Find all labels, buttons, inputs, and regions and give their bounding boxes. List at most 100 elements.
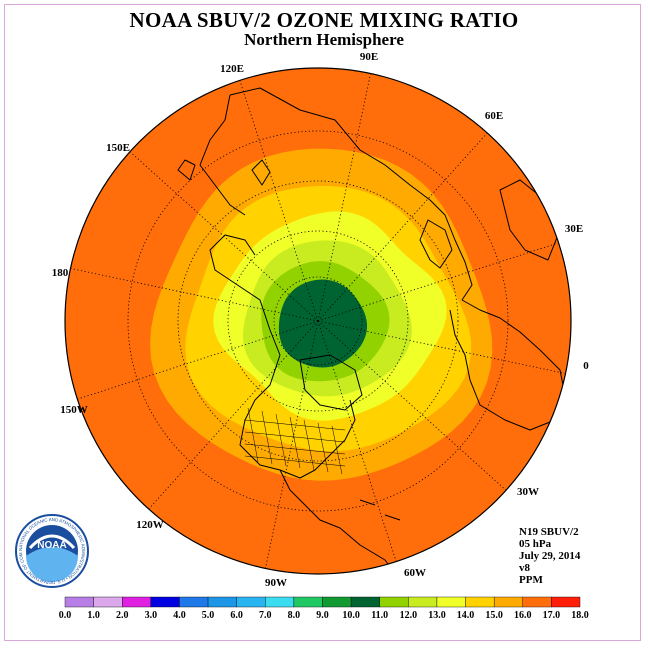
meridian-180 <box>70 268 319 322</box>
state-line-v6 <box>331 425 343 475</box>
colorbar-swatch-4 <box>179 596 209 608</box>
colorbar-tick-8: 8.0 <box>288 610 301 621</box>
state-line-h3 <box>244 455 346 467</box>
colorbar-tick-2: 2.0 <box>116 610 129 621</box>
colorbar: 0.0 1.0 2.0 3.0 4.0 5.0 6.0 7.0 8.0 9.0 10.0 11.0 12… <box>59 596 589 621</box>
info-block: N19 SBUV/2 05 hPa July 29, 2014 v8 PPM <box>519 526 580 586</box>
latitude-circle-2 <box>227 230 409 412</box>
coastline-8 <box>339 527 401 574</box>
coastline-6 <box>229 279 356 479</box>
colorbar-swatch-2 <box>122 596 152 608</box>
colorbar-tick-3: 3.0 <box>145 610 158 621</box>
logo-gull <box>28 534 76 550</box>
meridian-30W <box>317 320 507 491</box>
lon-label-0: 0 <box>583 360 589 372</box>
instrument-label: N19 SBUV/2 <box>519 526 579 538</box>
lon-label-90E: 90E <box>360 51 378 63</box>
state-line-v0 <box>247 407 259 463</box>
meridian-120E <box>239 80 319 322</box>
map-subtitle: Northern Hemisphere <box>244 30 404 49</box>
latitude-circle-4 <box>127 130 509 512</box>
lon-label-60E: 60E <box>485 110 503 122</box>
colorbar-tick-0: 0.0 <box>59 610 72 621</box>
map-rim <box>64 67 572 575</box>
colorbar-swatch-17 <box>551 596 581 608</box>
meridian-60W <box>317 320 397 562</box>
meridian-30E <box>317 242 559 322</box>
lon-label-90W: 90W <box>265 577 287 589</box>
colorbar-tick-18: 18.0 <box>571 610 589 621</box>
state-line-v3 <box>289 416 301 469</box>
coastline-5 <box>299 354 363 411</box>
colorbar-tick-9: 9.0 <box>316 610 329 621</box>
meridian-90E <box>317 73 371 322</box>
state-line-v1 <box>261 410 273 465</box>
lon-label-180: 180 <box>52 267 69 279</box>
colorbar-tick-7: 7.0 <box>259 610 272 621</box>
lon-label-30E: 30E <box>565 223 583 235</box>
latitude-circle-1 <box>273 276 363 366</box>
coastline-11 <box>177 159 196 181</box>
meridian-120W <box>148 320 319 510</box>
state-line-h2 <box>244 443 346 455</box>
colorbar-swatch-13 <box>436 596 466 608</box>
coastline-4 <box>499 179 561 261</box>
colorbar-tick-10: 10.0 <box>342 610 360 621</box>
latitude-circle-3 <box>177 180 459 462</box>
state-line-v4 <box>303 419 315 471</box>
meridian-0 <box>317 320 566 374</box>
lon-label-30W: 30W <box>517 486 539 498</box>
lon-label-120E: 120E <box>220 63 244 75</box>
meridian-150W <box>77 320 319 400</box>
colorbar-tick-14: 14.0 <box>457 610 475 621</box>
colorbar-swatch-8 <box>293 596 323 608</box>
map-title: NOAA SBUV/2 OZONE MIXING RATIO <box>129 8 519 32</box>
colorbar-swatch-5 <box>207 596 237 608</box>
us-state-lines <box>244 407 346 475</box>
coastline-10 <box>199 94 246 216</box>
colorbar-swatch-16 <box>522 596 552 608</box>
lon-label-120W: 120W <box>136 519 164 531</box>
logo-wave <box>26 547 78 582</box>
colorbar-tick-17: 17.0 <box>543 610 561 621</box>
colorbar-tick-6: 6.0 <box>230 610 243 621</box>
colorbar-swatch-6 <box>236 596 266 608</box>
date-label: July 29, 2014 <box>519 550 581 562</box>
colorbar-swatch-3 <box>150 596 180 608</box>
colorbar-swatch-12 <box>408 596 438 608</box>
colorbar-swatch-7 <box>265 596 295 608</box>
colorbar-swatch-1 <box>93 596 123 608</box>
colorbar-tick-15: 15.0 <box>485 610 503 621</box>
colorbar-swatch-9 <box>322 596 352 608</box>
contour-bands <box>65 68 571 574</box>
colorbar-swatch-14 <box>465 596 495 608</box>
lon-label-150E: 150E <box>106 142 130 154</box>
colorbar-tick-12: 12.0 <box>400 610 418 621</box>
state-line-h0 <box>244 419 346 431</box>
coastline-7 <box>279 469 401 529</box>
version-label: v8 <box>519 562 530 574</box>
colorbar-swatch-11 <box>379 596 409 608</box>
colorbar-tick-16: 16.0 <box>514 610 532 621</box>
coastline-1 <box>229 87 473 301</box>
colorbar-swatch-0 <box>64 596 94 608</box>
colorbar-tick-4: 4.0 <box>173 610 186 621</box>
coastline-3 <box>419 219 453 269</box>
lon-label-60W: 60W <box>404 567 426 579</box>
meridian-60E <box>317 132 488 322</box>
colorbar-tick-13: 13.0 <box>428 610 446 621</box>
colorbar-swatch-15 <box>493 596 523 608</box>
coastline-12 <box>251 159 271 186</box>
figure-frame <box>4 4 641 641</box>
colorbar-swatch-10 <box>350 596 380 608</box>
colorbar-tick-5: 5.0 <box>202 610 215 621</box>
colorbar-tick-1: 1.0 <box>87 610 100 621</box>
state-line-v2 <box>275 413 287 467</box>
lon-label-150W: 150W <box>60 404 88 416</box>
coastline-9 <box>209 234 256 281</box>
units-label: PPM <box>519 574 543 586</box>
logo-name: NOAA <box>37 540 66 551</box>
colorbar-tick-11: 11.0 <box>371 610 388 621</box>
meridian-90W <box>265 320 319 569</box>
